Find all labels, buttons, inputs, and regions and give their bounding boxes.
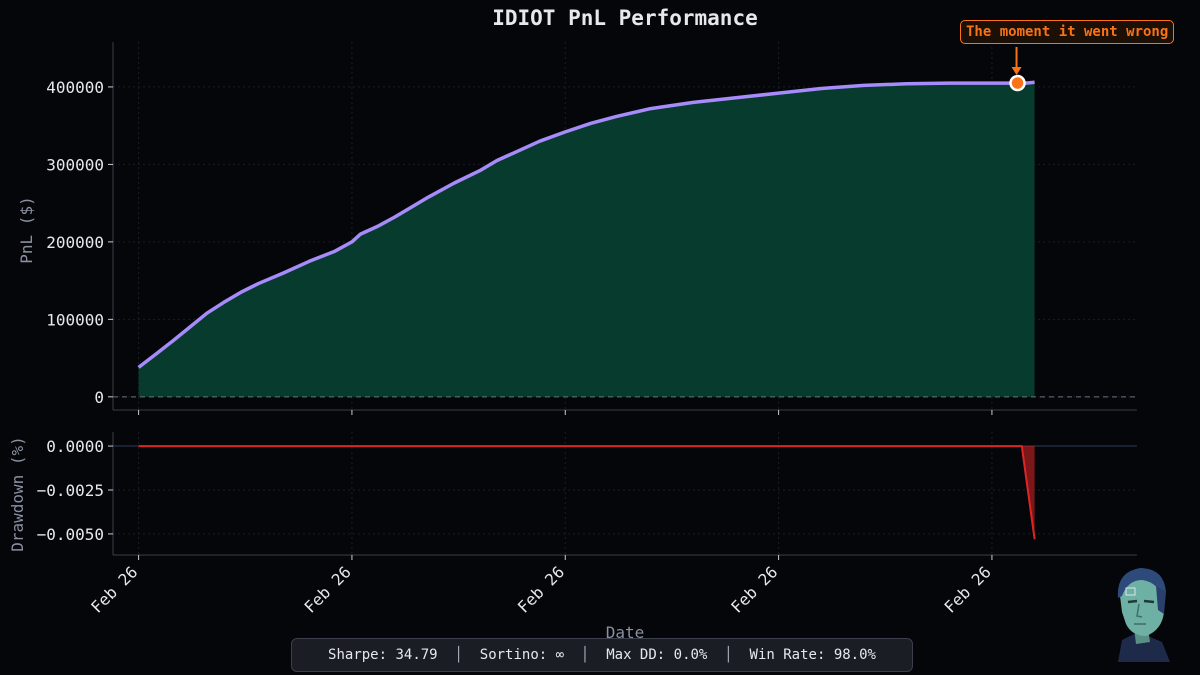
annotation-arrow: [1011, 47, 1022, 76]
max-drawdown-stat: Max DD: 0.0%: [606, 647, 708, 663]
sortino-stat: Sortino: ∞: [479, 647, 565, 663]
drawdown-series-line: [138, 445, 1036, 540]
y-tick-label: 300000: [46, 155, 104, 174]
pnl-area-layer: [113, 74, 1137, 398]
drawdown-axis-label: Drawdown (%): [8, 436, 27, 552]
win-rate-stat: Win Rate: 98.0%: [749, 647, 876, 663]
date-axis-label: Date: [606, 623, 645, 642]
x-tick-label: Feb 26: [940, 562, 994, 616]
x-tick-label: Feb 26: [87, 562, 141, 616]
pnl-series-line: [137, 80, 1035, 369]
chart-title: IDIOT PnL Performance: [492, 6, 758, 30]
annotation-arrow-head: [1011, 67, 1022, 76]
y-tick-label: 0: [94, 388, 104, 407]
x-tick-label: Feb 26: [300, 562, 354, 616]
stats-separator: │: [707, 647, 750, 663]
pnl-area-fill: [138, 82, 1035, 397]
avatar-portrait-icon: [1117, 568, 1170, 662]
y-tick-label: 400000: [46, 78, 104, 97]
drawdown-axes: 0.0000 −0.0025 −0.0050 Feb 26 Feb 26 Feb 26 Fe…: [37, 432, 1137, 617]
x-tick-label: Feb 26: [727, 562, 781, 616]
sharpe-stat: Sharpe: 34.79: [328, 647, 438, 663]
stats-separator: │: [564, 647, 607, 663]
drawdown-grid: [113, 432, 1137, 555]
y-tick-label: 0.0000: [46, 437, 104, 456]
drawdown-area-layer: [113, 445, 1137, 540]
stats-bar: Sharpe: 34.79 │ Sortino: ∞ │ Max DD: 0.0…: [291, 638, 913, 672]
stats-separator: │: [437, 647, 480, 663]
pnl-axis-label: PnL ($): [17, 196, 36, 263]
x-tick-label: Feb 26: [514, 562, 568, 616]
y-tick-label: 200000: [46, 233, 104, 252]
wrong-moment-marker: [1009, 74, 1026, 92]
pnl-axes: 0 100000 200000 300000 400000: [46, 42, 1137, 415]
y-tick-label: −0.0050: [37, 525, 104, 544]
y-tick-label: 100000: [46, 310, 104, 329]
drawdown-area-fill: [138, 446, 1035, 540]
y-tick-label: −0.0025: [37, 481, 104, 500]
annotation-callout: The moment it went wrong: [960, 20, 1175, 44]
